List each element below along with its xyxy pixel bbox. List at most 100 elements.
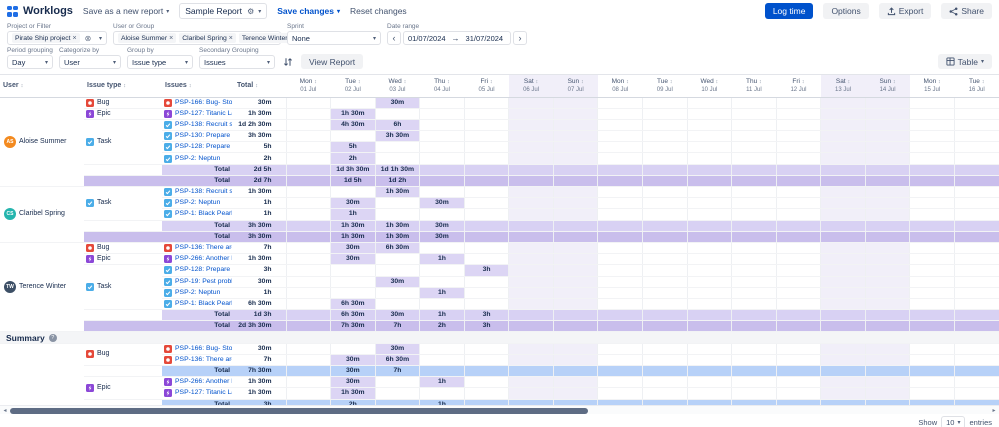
worklog-cell[interactable]: 1h 30m <box>374 231 420 243</box>
worklog-cell[interactable]: 30m <box>330 253 376 266</box>
view-mode-select[interactable]: Table ▾ <box>937 54 992 69</box>
issue-link[interactable]: PSP-166: Bug- Stolen ru... <box>175 344 232 352</box>
project-filter-select[interactable]: Pirate Ship project × ⊗ ▾ <box>7 31 107 45</box>
worklog-cell[interactable]: 3h <box>463 320 509 333</box>
column-header-08-jul[interactable]: Mon ↕ 08 Jul <box>597 75 643 98</box>
worklog-cell[interactable]: 5h <box>330 141 376 154</box>
worklog-cell[interactable]: 1d 3h 30m <box>330 164 376 176</box>
worklog-cell[interactable]: 30m <box>330 376 376 389</box>
issue-link[interactable]: PSP-128: Prepare men... <box>175 266 232 274</box>
issue-link[interactable]: PSP-136: There are no ... <box>175 244 232 252</box>
worklog-cell[interactable]: 1d 2h <box>374 175 420 188</box>
worklog-cell[interactable]: 6h 30m <box>330 309 376 322</box>
sprint-select[interactable]: None ▾ <box>287 31 381 45</box>
column-header-12-jul[interactable]: Fri ↕ 12 Jul <box>776 75 821 98</box>
column-header-06-jul[interactable]: Sat ↕ 06 Jul <box>508 75 554 98</box>
column-header-07-jul[interactable]: Sun ↕ 07 Jul <box>553 75 598 98</box>
worklog-cell[interactable]: 1h <box>419 399 465 405</box>
worklog-cell[interactable]: 30m <box>419 197 465 210</box>
remove-chip-icon[interactable]: × <box>228 34 233 42</box>
report-selector[interactable]: Sample Report ⚙ ▾ <box>179 3 268 19</box>
issue-link[interactable]: PSP-2: Neptun <box>175 199 221 207</box>
scroll-right-icon[interactable]: ▸ <box>992 407 996 414</box>
issue-link[interactable]: PSP-266: Another Epic <box>175 255 232 263</box>
column-header-01-jul[interactable]: Mon ↕ 01 Jul <box>286 75 331 98</box>
worklog-cell[interactable]: 3h 30m <box>374 130 420 143</box>
worklog-cell[interactable]: 4h 30m <box>330 119 376 132</box>
date-range-input[interactable]: 01/07/2024 → 31/07/2024 <box>403 31 511 45</box>
worklog-cell[interactable]: 30m <box>330 365 376 378</box>
save-as-new-report-button[interactable]: Save as a new report ▾ <box>83 6 169 16</box>
issue-link[interactable]: PSP-138: Recruit secur... <box>175 188 232 196</box>
column-header-02-jul[interactable]: Tue ↕ 02 Jul <box>330 75 376 98</box>
issue-link[interactable]: PSP-1: Black Pearl <box>175 210 232 218</box>
column-header-user[interactable]: User ↕ <box>0 75 84 98</box>
issue-link[interactable]: PSP-2: Neptun <box>175 288 221 296</box>
help-icon[interactable]: ? <box>48 334 57 343</box>
worklog-cell[interactable]: 1d 5h <box>330 175 376 188</box>
user-group-filter-select[interactable]: Aloise Summer × Claribel Spring × Terence … <box>113 31 314 45</box>
column-header-14-jul[interactable]: Sun ↕ 14 Jul <box>865 75 910 98</box>
worklog-cell[interactable]: 6h 30m <box>374 354 420 367</box>
column-header-05-jul[interactable]: Fri ↕ 05 Jul <box>464 75 509 98</box>
gear-icon[interactable]: ⚙ <box>247 6 255 16</box>
period-grouping-select[interactable]: Day ▾ <box>7 55 53 69</box>
issue-link[interactable]: PSP-130: Prepare ship t... <box>175 132 232 140</box>
worklog-cell[interactable]: 30m <box>374 276 420 288</box>
view-report-button[interactable]: View Report <box>301 54 364 69</box>
worklog-cell[interactable]: 30m <box>374 343 420 355</box>
secondary-grouping-select[interactable]: Issues ▾ <box>199 55 275 69</box>
worklog-cell[interactable]: 30m <box>419 231 465 243</box>
worklog-cell[interactable]: 2h <box>330 152 376 165</box>
save-changes-button[interactable]: Save changes ▾ <box>277 6 340 16</box>
worklog-cell[interactable]: 30m <box>330 354 376 367</box>
options-button[interactable]: Options <box>823 3 869 19</box>
worklog-cell[interactable]: 1h 30m <box>330 108 376 120</box>
remove-chip-icon[interactable]: × <box>72 34 77 42</box>
worklog-cell[interactable]: 1h 30m <box>330 231 376 243</box>
date-range-prev-button[interactable]: ‹ <box>387 31 401 45</box>
worklog-cell[interactable]: 3h <box>463 264 509 277</box>
share-button[interactable]: Share <box>941 3 992 19</box>
issue-link[interactable]: PSP-2: Neptun <box>175 154 221 162</box>
group-by-select[interactable]: Issue type ▾ <box>127 55 193 69</box>
log-time-button[interactable]: Log time <box>764 3 814 19</box>
issue-link[interactable]: PSP-136: There are no ... <box>175 355 232 363</box>
scroll-left-icon[interactable]: ◂ <box>3 407 7 414</box>
horizontal-scrollbar[interactable]: ◂ ▸ <box>0 405 999 414</box>
column-header-total[interactable]: Total ↕ <box>234 75 286 98</box>
worklog-cell[interactable]: 1h <box>419 376 465 389</box>
worklog-cell[interactable]: 1h <box>419 309 465 322</box>
worklog-cell[interactable]: 30m <box>330 242 376 255</box>
worklog-cell[interactable]: 1h 30m <box>330 387 376 400</box>
worklog-cell[interactable]: 7h <box>374 365 420 378</box>
swap-grouping-button[interactable] <box>283 57 293 67</box>
categorize-by-select[interactable]: User ▾ <box>59 55 121 69</box>
issue-link[interactable]: PSP-166: Bug- Stolen ru... <box>175 98 232 106</box>
issue-link[interactable]: PSP-128: Prepare men... <box>175 143 232 151</box>
issue-link[interactable]: PSP-127: Titanic Launch <box>175 109 232 117</box>
column-header-03-jul[interactable]: Wed ↕ 03 Jul <box>375 75 420 98</box>
column-header-11-jul[interactable]: Thu ↕ 11 Jul <box>731 75 777 98</box>
reset-changes-button[interactable]: Reset changes <box>350 6 407 16</box>
column-header-09-jul[interactable]: Tue ↕ 09 Jul <box>642 75 688 98</box>
date-range-next-button[interactable]: › <box>513 31 527 45</box>
page-size-select[interactable]: 10 ▾ <box>941 416 966 427</box>
column-header-16-jul[interactable]: Tue ↕ 16 Jul <box>954 75 999 98</box>
issue-link[interactable]: PSP-138: Recruit secur... <box>175 120 232 128</box>
worklog-cell[interactable]: 30m <box>374 97 420 109</box>
issue-link[interactable]: PSP-127: Titanic Launch <box>175 389 232 397</box>
issue-link[interactable]: PSP-1: Black Pearl <box>175 299 232 307</box>
worklog-cell[interactable]: 6h <box>374 119 420 132</box>
worklog-cell[interactable]: 1h <box>419 287 465 299</box>
worklog-cell[interactable]: 30m <box>330 197 376 210</box>
worklog-cell[interactable]: 6h 30m <box>330 298 376 311</box>
worklog-cell[interactable]: 7h <box>374 320 420 333</box>
issue-link[interactable]: PSP-19: Pest problem... <box>175 277 232 285</box>
worklog-cell[interactable]: 2h <box>419 320 465 333</box>
worklog-cell[interactable]: 1h <box>330 208 376 221</box>
worklog-cell[interactable]: 2h <box>330 399 376 405</box>
worklog-cell[interactable]: 1h 30m <box>374 186 420 199</box>
column-header-13-jul[interactable]: Sat ↕ 13 Jul <box>820 75 866 98</box>
worklog-cell[interactable]: 30m <box>419 220 465 232</box>
